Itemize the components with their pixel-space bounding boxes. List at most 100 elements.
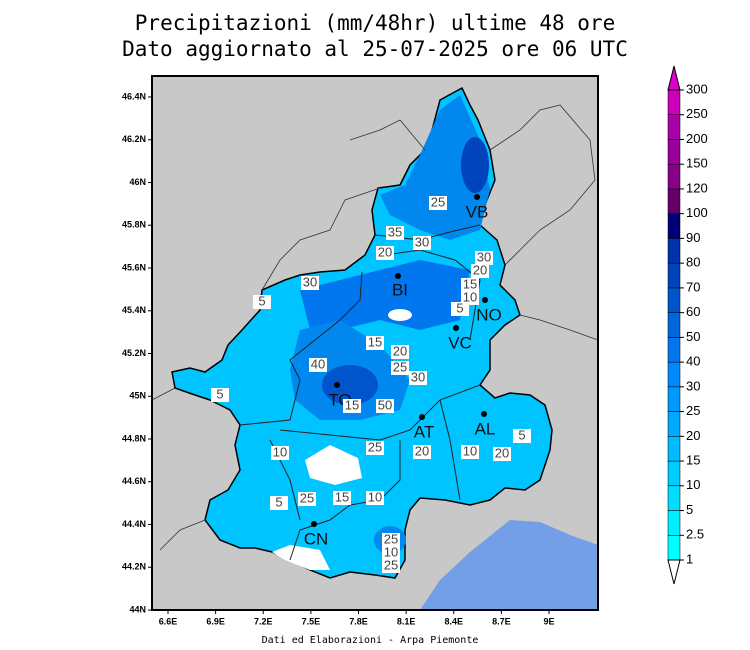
rain-area [380, 95, 490, 240]
contour-label: 15 [345, 397, 359, 412]
lat-tick-label: 44N [129, 604, 146, 614]
contour-label: 25 [384, 557, 398, 572]
contour-label-box [461, 291, 479, 305]
colorbar-segment [667, 411, 681, 437]
contour-label: 50 [378, 397, 392, 412]
contour-label: 15 [368, 334, 382, 349]
colorbar-segment [667, 114, 681, 140]
lat-tick-label: 46N [129, 177, 146, 187]
city-label: NO [476, 305, 502, 324]
lat-tick-label: 45.6N [122, 262, 146, 272]
contour-label: 25 [393, 359, 407, 374]
colorbar-segment [667, 337, 681, 363]
lat-tick-label: 45N [129, 391, 146, 401]
contour-label: 5 [518, 427, 525, 442]
city-dot [482, 297, 488, 303]
contour-label-box [391, 361, 409, 375]
colorbar-label: 300 [686, 81, 708, 96]
city-label: VB [466, 202, 489, 221]
colorbar-label: 200 [686, 131, 708, 146]
colorbar-label: 250 [686, 106, 708, 121]
axis-ticks: 44N 44.2N 44.4N 44.6N 44.8N 45N 45.2N 45.4N 45.6… [122, 91, 555, 626]
city-dot [311, 521, 317, 527]
contour-label: 25 [431, 194, 445, 209]
lon-tick-label: 6.9E [206, 616, 225, 626]
city-dot [481, 411, 487, 417]
contour-label-box [271, 446, 289, 460]
map-area [151, 75, 599, 611]
lat-tick-label: 45.4N [122, 305, 146, 315]
contour-label-box [366, 441, 384, 455]
contour-label: 35 [388, 224, 402, 239]
contour-label-box [270, 496, 288, 510]
contour-label: 30 [477, 249, 491, 264]
city-dot [419, 414, 425, 420]
contour-label-box [451, 302, 469, 316]
colorbar: 1 2.5 5 10 15 20 25 30 40 50 60 70 80 90 100 120 150 200 2… [667, 65, 708, 585]
contour-label: 30 [411, 369, 425, 384]
colorbar-segment [667, 312, 681, 338]
rain-area [322, 365, 378, 405]
contour-label-box [366, 336, 384, 350]
contour-label: 5 [258, 293, 265, 308]
frame [151, 75, 599, 611]
colorbar-segment [667, 262, 681, 289]
colorbar-segment [667, 436, 681, 462]
dry-area [305, 445, 362, 485]
colorbar-label: 40 [686, 354, 700, 369]
title-line: Dato aggiornato al 25-07-2025 ore 06 UTC [122, 37, 628, 61]
contour-label-box [413, 445, 431, 459]
colorbar-label: 25 [686, 403, 700, 418]
colorbar-segment [667, 238, 681, 264]
contour-label: 30 [415, 234, 429, 249]
contour-label: 10 [368, 489, 382, 504]
lon-tick-label: 8.1E [397, 616, 416, 626]
lon-tick-label: 8.4E [444, 616, 463, 626]
city-label: AT [414, 422, 434, 441]
contour-label-box [386, 226, 404, 240]
colorbar-label: 90 [686, 230, 700, 245]
contour-label-box [309, 358, 327, 372]
city-dot [395, 273, 401, 279]
contour-label-box [382, 546, 400, 560]
lat-tick-label: 46.2N [122, 134, 146, 144]
contour-label-box [253, 295, 271, 309]
contour-label: 20 [393, 343, 407, 358]
sea [420, 520, 598, 610]
colorbar-segment [667, 89, 681, 115]
contour-label: 10 [463, 289, 477, 304]
colorbar-segment [667, 163, 681, 190]
outer-borders [151, 104, 599, 551]
colorbar-label: 2.5 [686, 527, 704, 542]
colorbar-segment [667, 139, 681, 165]
contour-label-box [376, 399, 394, 413]
colorbar-segment [667, 287, 681, 313]
colorbar-below [667, 559, 681, 585]
contour-label: 25 [300, 490, 314, 505]
contour-label: 15 [463, 276, 477, 291]
colorbar-segment [667, 213, 681, 239]
contour-label-box [391, 345, 409, 359]
dry-area [388, 309, 412, 321]
contour-label-box [409, 371, 427, 385]
colorbar-label: 150 [686, 156, 708, 171]
colorbar-label: 15 [686, 452, 700, 467]
colorbar-segment [667, 510, 681, 536]
colorbar-label: 70 [686, 279, 700, 294]
contour-label-box [298, 492, 316, 506]
contour-label-box [382, 559, 400, 573]
colorbar-label: 100 [686, 205, 708, 220]
contour-label-box [211, 388, 229, 402]
colorbar-label: 20 [686, 428, 700, 443]
contour-label: 20 [495, 445, 509, 460]
city-dot [334, 382, 340, 388]
contour-label: 20 [378, 244, 392, 259]
colorbar-label: 10 [686, 477, 700, 492]
contour-label: 5 [456, 300, 463, 315]
lon-tick-label: 6.6E [159, 616, 178, 626]
contour-label-box [493, 447, 511, 461]
lat-tick-label: 45.8N [122, 220, 146, 230]
lon-tick-label: 8.7E [492, 616, 511, 626]
